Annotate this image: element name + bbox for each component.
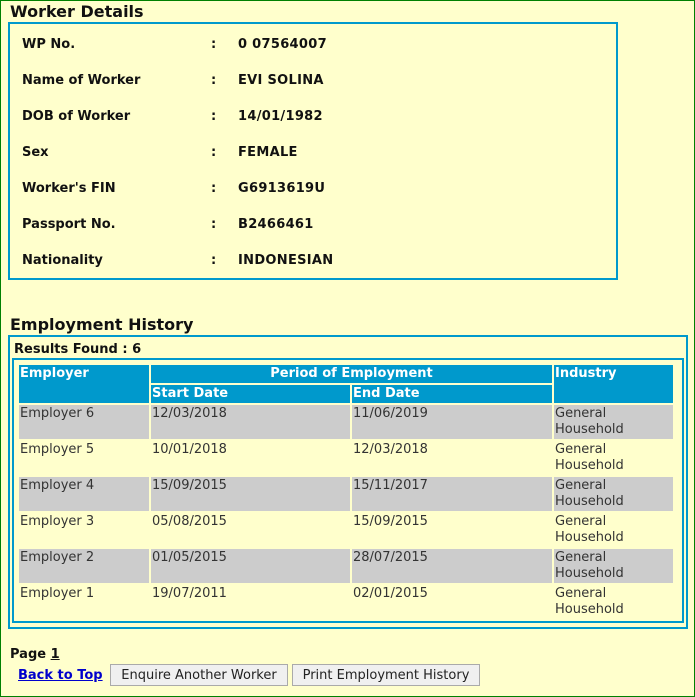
results-found: Results Found : 6 [14,342,142,357]
detail-value: G6913619U [238,181,326,196]
cell-start: 19/07/2011 [151,585,350,619]
cell-employer: Employer 4 [19,477,149,511]
detail-label: Passport No. [22,217,116,232]
employment-table: Employer Period of Employment Industry S… [17,363,675,621]
detail-label: Sex [22,145,49,160]
cell-start: 15/09/2015 [151,477,350,511]
cell-end: 28/07/2015 [352,549,552,583]
cell-employer: Employer 6 [19,405,149,439]
worker-details-panel: WP No.: 0 07564007 Name of Worker: EVI SOLI… [8,22,618,280]
table-row: Employer 2 01/05/2015 28/07/2015 General Ho… [19,549,673,583]
detail-separator: : [211,37,217,52]
page-label: Page [10,647,47,662]
page-link-1[interactable]: 1 [50,647,60,662]
employment-history-panel: Results Found : 6 Employer Period of Emp… [8,335,688,629]
employment-table-frame: Employer Period of Employment Industry S… [12,358,684,623]
detail-label: Nationality [22,253,103,268]
print-employment-history-button[interactable]: Print Employment History [292,664,480,686]
table-row: Employer 3 05/08/2015 15/09/2015 General Ho… [19,513,673,547]
cell-start: 12/03/2018 [151,405,350,439]
detail-value: B2466461 [238,217,314,232]
detail-value: 14/01/1982 [238,109,323,124]
cell-employer: Employer 5 [19,441,149,475]
cell-end: 02/01/2015 [352,585,552,619]
cell-employer: Employer 1 [19,585,149,619]
cell-end: 15/09/2015 [352,513,552,547]
detail-label: Name of Worker [22,73,141,88]
detail-separator: : [211,145,217,160]
detail-value: INDONESIAN [238,253,334,268]
cell-start: 01/05/2015 [151,549,350,583]
header-industry: Industry [554,365,673,403]
detail-value: FEMALE [238,145,298,160]
cell-end: 12/03/2018 [352,441,552,475]
detail-label: WP No. [22,37,76,52]
pagination: Page 1 [10,647,60,662]
header-start-date: Start Date [151,385,350,403]
cell-industry: General Household [554,585,673,619]
cell-industry: General Household [554,441,673,475]
detail-separator: : [211,253,217,268]
detail-value: EVI SOLINA [238,73,324,88]
table-row: Employer 4 15/09/2015 15/11/2017 General Ho… [19,477,673,511]
table-row: Employer 1 19/07/2011 02/01/2015 General Ho… [19,585,673,619]
header-employer: Employer [19,365,149,403]
cell-industry: General Household [554,549,673,583]
detail-label: Worker's FIN [22,181,116,196]
detail-value: 0 07564007 [238,37,327,52]
cell-industry: General Household [554,477,673,511]
back-to-top-link[interactable]: Back to Top [18,668,103,683]
table-row: Employer 5 10/01/2018 12/03/2018 General Ho… [19,441,673,475]
detail-label: DOB of Worker [22,109,131,124]
detail-separator: : [211,73,217,88]
header-end-date: End Date [352,385,552,403]
cell-start: 10/01/2018 [151,441,350,475]
cell-employer: Employer 3 [19,513,149,547]
cell-employer: Employer 2 [19,549,149,583]
cell-industry: General Household [554,405,673,439]
cell-end: 15/11/2017 [352,477,552,511]
worker-details-title: Worker Details [10,2,144,21]
detail-separator: : [211,217,217,232]
header-period: Period of Employment [151,365,552,383]
detail-separator: : [211,109,217,124]
cell-end: 11/06/2019 [352,405,552,439]
enquire-another-worker-button[interactable]: Enquire Another Worker [110,664,288,686]
cell-start: 05/08/2015 [151,513,350,547]
detail-separator: : [211,181,217,196]
table-row: Employer 6 12/03/2018 11/06/2019 General Ho… [19,405,673,439]
employment-history-title: Employment History [10,315,194,334]
cell-industry: General Household [554,513,673,547]
